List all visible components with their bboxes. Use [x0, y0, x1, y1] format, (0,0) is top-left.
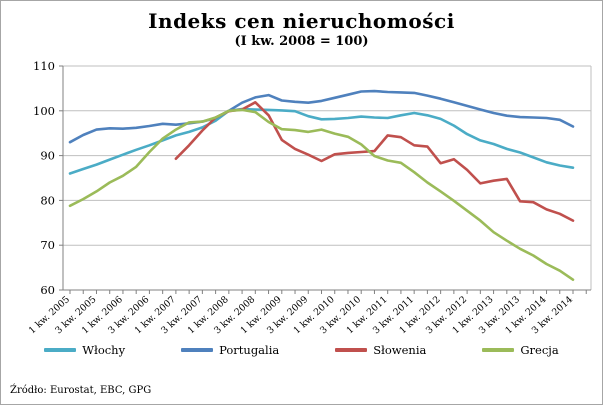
- y-axis: 60 70 80 90 100 110: [33, 59, 64, 297]
- legend-line-swatch: [44, 348, 77, 352]
- y-tick-label: 110: [33, 59, 55, 73]
- chart-title: Indeks cen nieruchomości: [148, 9, 455, 33]
- y-tick-label: 70: [40, 238, 55, 252]
- legend-label: Grecja: [520, 343, 559, 357]
- title-block: Indeks cen nieruchomości (I kw. 2008 = 1…: [1, 9, 602, 49]
- chart-subtitle: (I kw. 2008 = 100): [234, 34, 369, 49]
- legend-label: Portugalia: [219, 343, 280, 357]
- series-line-włochy: [68, 107, 575, 175]
- y-tick-label: 80: [40, 193, 55, 207]
- legend-line-swatch: [482, 348, 515, 352]
- legend-item-grecja: Grecja: [482, 343, 559, 357]
- legend-item-słowenia: Słowenia: [335, 343, 426, 357]
- x-axis: [63, 289, 591, 294]
- chart-legend: Włochy Portugalia Słowenia Grecja: [1, 343, 602, 357]
- legend-item-włochy: Włochy: [44, 343, 125, 357]
- legend-line-swatch: [181, 348, 214, 352]
- series-line-portugalia: [68, 89, 575, 144]
- legend-label: Włochy: [82, 343, 126, 357]
- legend-label: Słowenia: [373, 343, 427, 357]
- series-line-grecja: [68, 108, 575, 282]
- source-note: Źródło: Eurostat, EBC, GPG: [10, 385, 152, 396]
- y-tick-label: 90: [40, 149, 55, 163]
- y-tick-label: 60: [40, 283, 55, 297]
- legend-line-swatch: [335, 348, 368, 352]
- series-line-słowenia: [174, 101, 575, 222]
- legend-item-portugalia: Portugalia: [181, 343, 279, 357]
- y-tick-label: 100: [33, 104, 55, 118]
